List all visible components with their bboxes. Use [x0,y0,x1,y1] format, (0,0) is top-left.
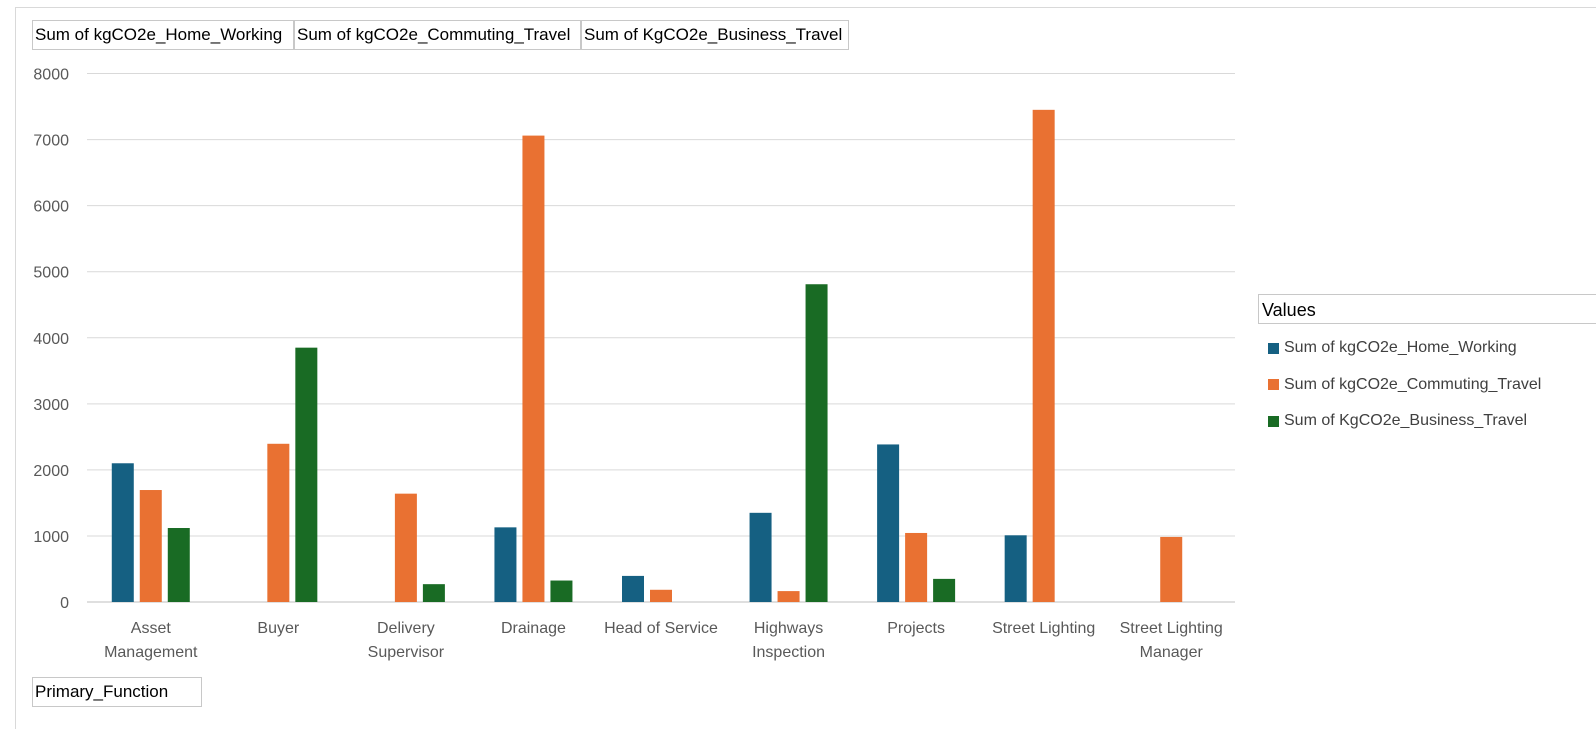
bar [905,532,928,602]
legend-swatch [1268,415,1279,427]
bar [422,584,445,602]
bar [933,578,956,602]
bar-chart: 0 1000 2000 3000 4000 5000 6000 7000 8000 Asset Ma… [33,67,1235,661]
x-tick-label: Delivery Supervisor [368,620,445,661]
axis-field-button[interactable]: Primary_Function [32,677,202,707]
legend-item[interactable]: Sum of kgCO2e_Home_Working [1268,330,1541,367]
y-tick-label: 7000 [33,133,69,150]
bar [550,580,573,602]
x-tick-label: Street Lighting [992,620,1095,637]
bar [111,463,134,602]
y-tick-label: 1000 [33,529,69,546]
legend-label: Sum of kgCO2e_Commuting_Travel [1284,375,1542,393]
bar [1004,535,1027,602]
x-tick-label: Projects [887,620,945,637]
bar [777,591,800,602]
bar [805,284,828,602]
y-tick-label: 4000 [33,331,69,348]
x-tick-label: Street Lighting Manager [1120,620,1223,661]
bar [1160,536,1183,602]
y-tick-label: 5000 [33,265,69,282]
bar [622,575,644,602]
bar [295,347,318,602]
bar [749,512,772,602]
field-button-home-working[interactable]: Sum of kgCO2e_Home_Working [32,20,294,50]
bar [167,528,190,602]
y-tick-label: 8000 [33,67,69,84]
x-tick-label: Highways Inspection [752,620,825,661]
bar [494,527,517,602]
field-button-business-travel[interactable]: Sum of KgCO2e_Business_Travel [581,20,849,50]
bar [877,444,900,602]
x-tick-label: Asset Management [104,620,198,661]
bar [139,490,162,602]
bar [267,443,290,602]
legend-swatch [1268,379,1279,391]
bar [522,135,545,602]
bar [394,493,417,602]
legend-swatch [1268,342,1279,354]
y-tick-label: 3000 [33,397,69,414]
legend-item[interactable]: Sum of kgCO2e_Commuting_Travel [1268,367,1541,404]
legend-label: Sum of KgCO2e_Business_Travel [1284,412,1528,430]
legend: Sum of kgCO2e_Home_Working Sum of kgCO2e_… [1268,330,1541,440]
x-tick-label: Head of Service [604,620,718,637]
chart-frame [15,7,1596,729]
y-tick-label: 6000 [33,199,69,216]
legend-title[interactable]: Values [1258,294,1596,324]
y-tick-label: 0 [60,595,69,612]
bar [1032,109,1055,602]
bar [650,589,672,602]
x-tick-label: Buyer [257,620,299,637]
legend-label: Sum of kgCO2e_Home_Working [1284,339,1517,357]
legend-item[interactable]: Sum of KgCO2e_Business_Travel [1268,403,1541,440]
field-button-commuting-travel[interactable]: Sum of kgCO2e_Commuting_Travel [294,20,581,50]
x-tick-label: Drainage [501,620,566,637]
y-tick-label: 2000 [33,463,69,480]
